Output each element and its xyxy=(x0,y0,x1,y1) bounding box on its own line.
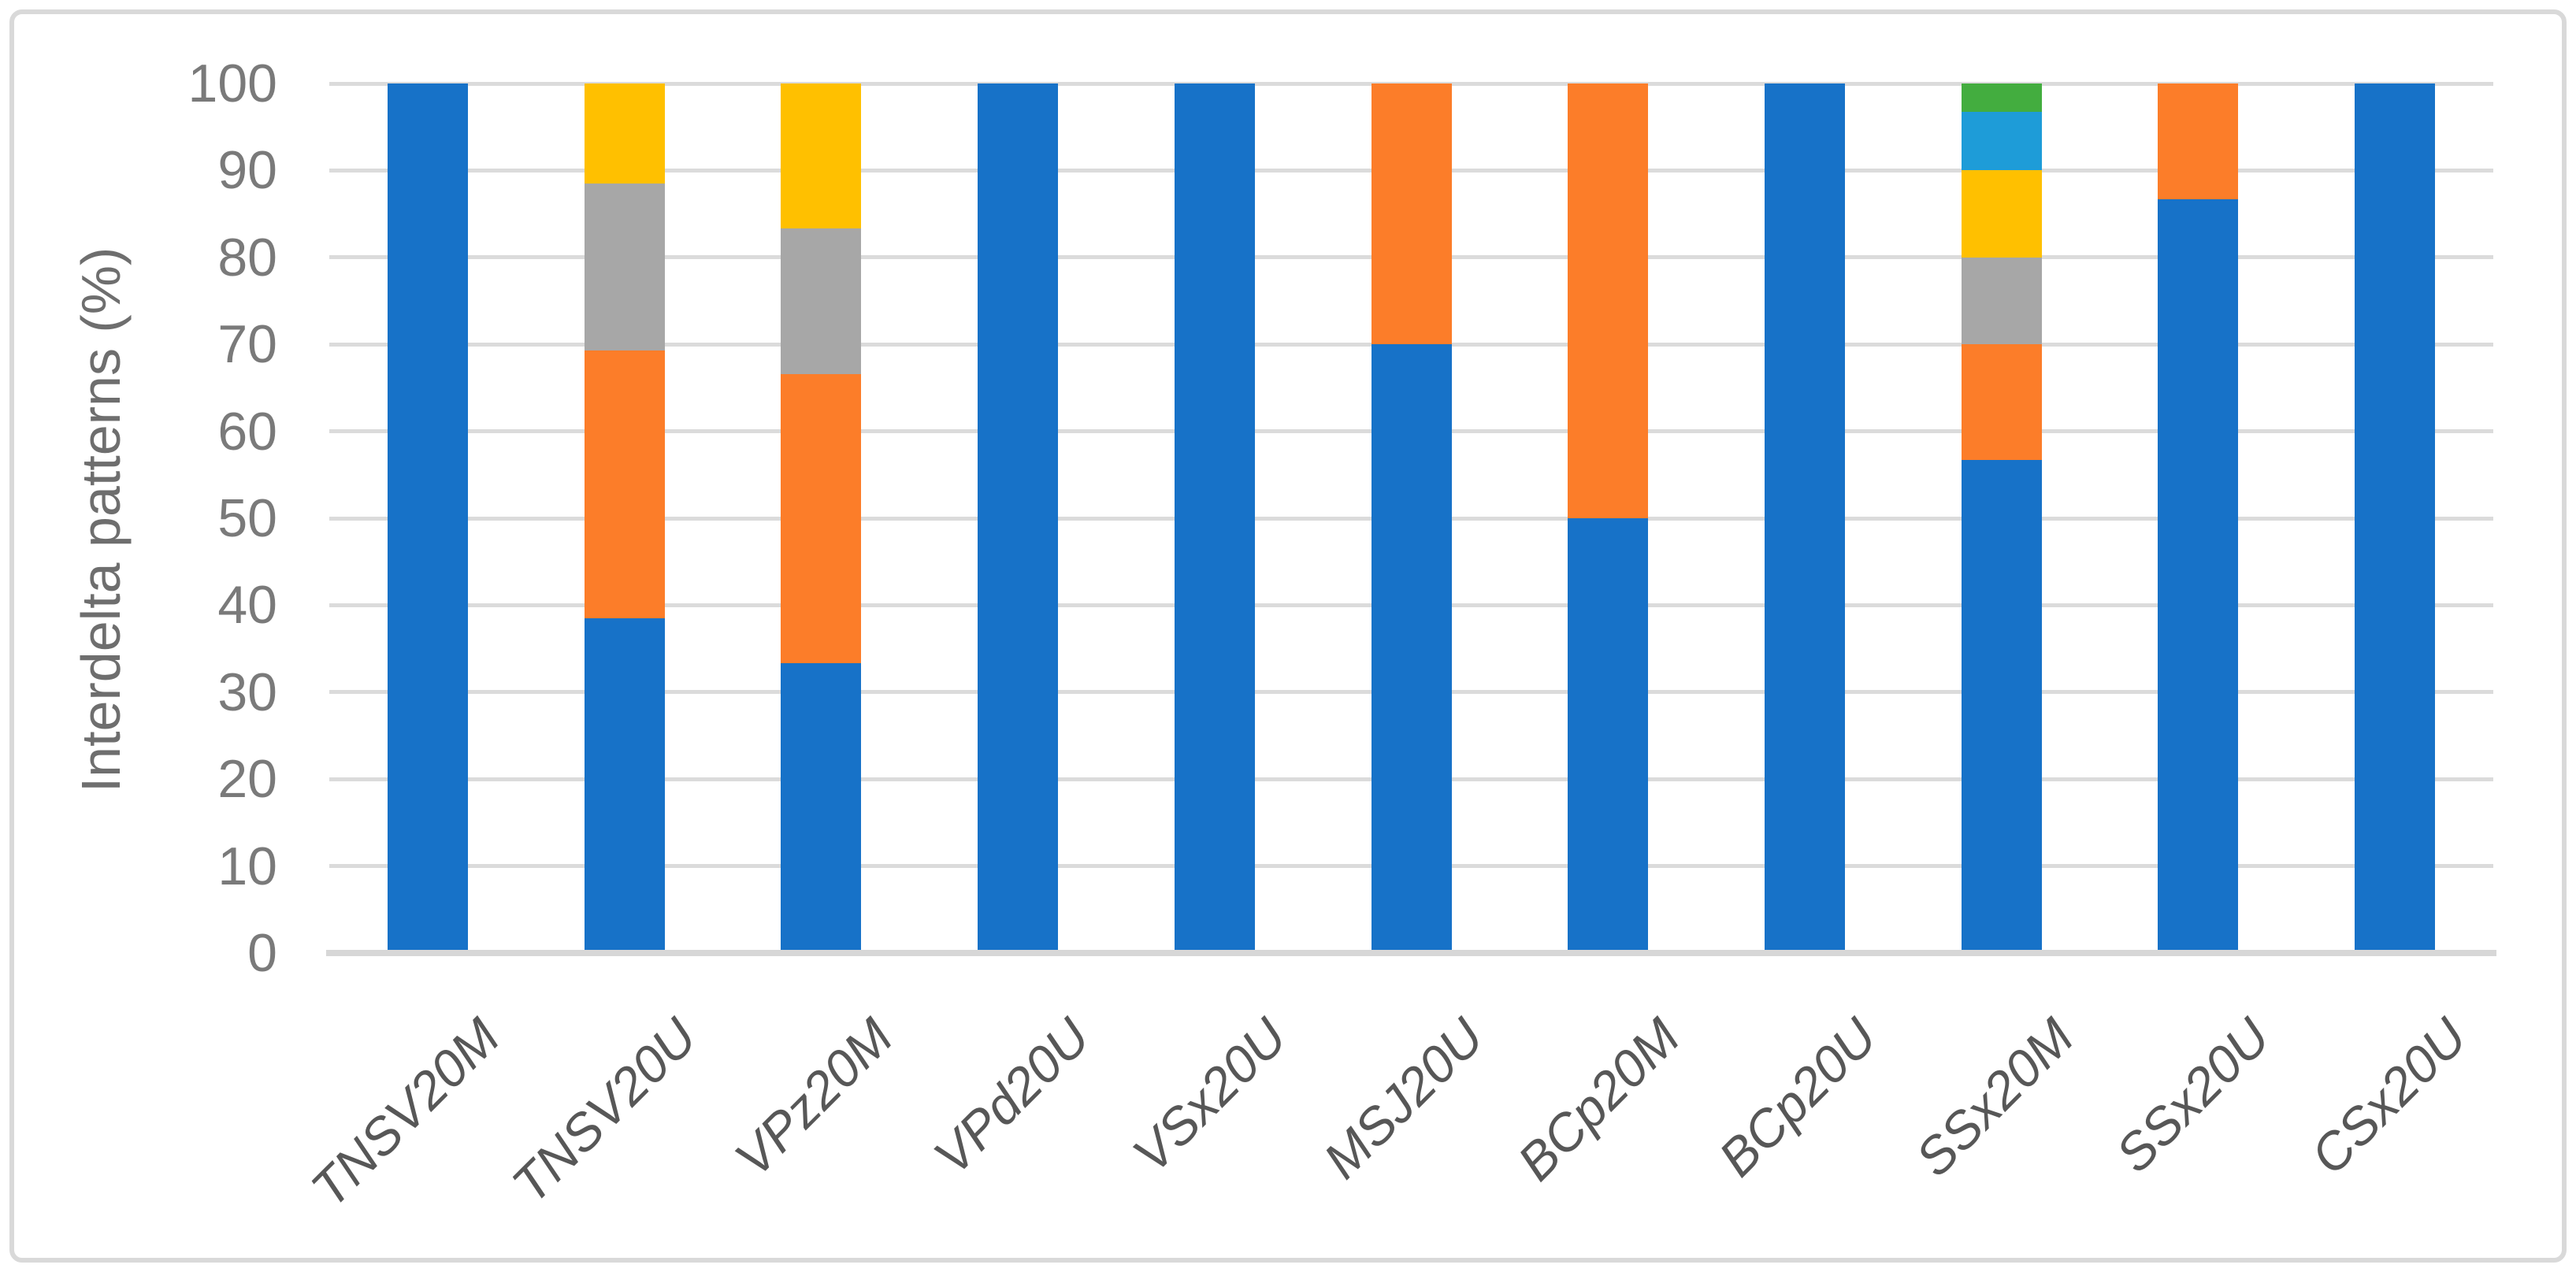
y-tick-label-60: 60 xyxy=(217,401,277,462)
y-tick-label-100: 100 xyxy=(187,54,277,113)
bar-segment-SSx20U-orange xyxy=(2158,83,2239,199)
x-category-label-BCp20M: BCp20M xyxy=(1506,1007,1691,1192)
bar-segment-TNSV20U-gray xyxy=(584,183,665,350)
bar-segment-BCp20M-blue xyxy=(1568,518,1649,953)
bar-VPz20M xyxy=(781,83,862,953)
x-category-label-TNSV20U: TNSV20U xyxy=(500,1007,707,1215)
y-tick-label-0: 0 xyxy=(247,923,277,983)
x-category-label-MSJ20U: MSJ20U xyxy=(1312,1007,1494,1189)
bar-segment-SSx20M-green xyxy=(1961,83,2042,113)
y-tick-label-20: 20 xyxy=(217,749,277,810)
bar-segment-VPz20M-blue xyxy=(781,663,862,953)
bar-CSx20U xyxy=(2355,83,2436,953)
bar-SSx20M xyxy=(1961,83,2042,953)
x-axis-line xyxy=(326,950,2496,956)
bar-MSJ20U xyxy=(1371,83,1452,953)
bar-VPd20U xyxy=(978,83,1059,953)
bar-segment-TNSV20U-yellow xyxy=(584,83,665,184)
bar-segment-VSx20U-blue xyxy=(1174,83,1255,953)
bar-segment-SSx20U-blue xyxy=(2158,198,2239,953)
bar-TNSV20M xyxy=(387,83,468,953)
bar-segment-VPz20M-orange xyxy=(781,373,862,664)
x-category-label-VPz20M: VPz20M xyxy=(723,1007,904,1188)
bar-segment-VPz20M-gray xyxy=(781,228,862,374)
bar-segment-VPz20M-yellow xyxy=(781,83,862,229)
bar-segment-SSx20M-blue xyxy=(1961,460,2042,953)
y-tick-label-30: 30 xyxy=(217,662,277,722)
x-category-label-VPd20U: VPd20U xyxy=(922,1007,1101,1185)
x-category-label-SSx20M: SSx20M xyxy=(1904,1007,2084,1188)
gridline-y-100 xyxy=(329,81,2493,86)
bar-segment-SSx20M-gray xyxy=(1961,257,2042,345)
x-category-label-BCp20U: BCp20U xyxy=(1707,1007,1887,1188)
bar-segment-CSx20U-blue xyxy=(2355,83,2436,953)
bar-SSx20U xyxy=(2158,83,2239,953)
bar-segment-VPd20U-blue xyxy=(978,83,1059,953)
bar-segment-MSJ20U-orange xyxy=(1371,83,1452,345)
y-tick-label-50: 50 xyxy=(217,488,277,548)
bar-VSx20U xyxy=(1174,83,1255,953)
bar-segment-TNSV20U-orange xyxy=(584,350,665,618)
bar-BCp20M xyxy=(1568,83,1649,953)
bar-BCp20U xyxy=(1764,83,1845,953)
x-category-label-SSx20U: SSx20U xyxy=(2104,1007,2281,1184)
y-tick-label-70: 70 xyxy=(217,314,277,375)
x-category-label-TNSV20M: TNSV20M xyxy=(299,1007,510,1218)
bar-segment-BCp20U-blue xyxy=(1764,83,1845,953)
y-tick-label-80: 80 xyxy=(217,227,277,287)
y-tick-label-90: 90 xyxy=(217,140,277,201)
bar-segment-SSx20M-orange xyxy=(1961,344,2042,461)
bar-segment-TNSV20M-blue xyxy=(387,83,468,953)
x-category-label-CSx20U: CSx20U xyxy=(2299,1007,2478,1185)
x-category-label-VSx20U: VSx20U xyxy=(1121,1007,1297,1184)
bar-TNSV20U xyxy=(584,83,665,953)
bar-segment-MSJ20U-blue xyxy=(1371,344,1452,953)
y-tick-label-10: 10 xyxy=(217,836,277,896)
bar-segment-SSx20M-yellow xyxy=(1961,170,2042,258)
bar-segment-SSx20M-light-blue xyxy=(1961,112,2042,171)
y-tick-label-40: 40 xyxy=(217,575,277,636)
bar-segment-BCp20M-orange xyxy=(1568,83,1649,518)
bar-segment-TNSV20U-blue xyxy=(584,617,665,953)
